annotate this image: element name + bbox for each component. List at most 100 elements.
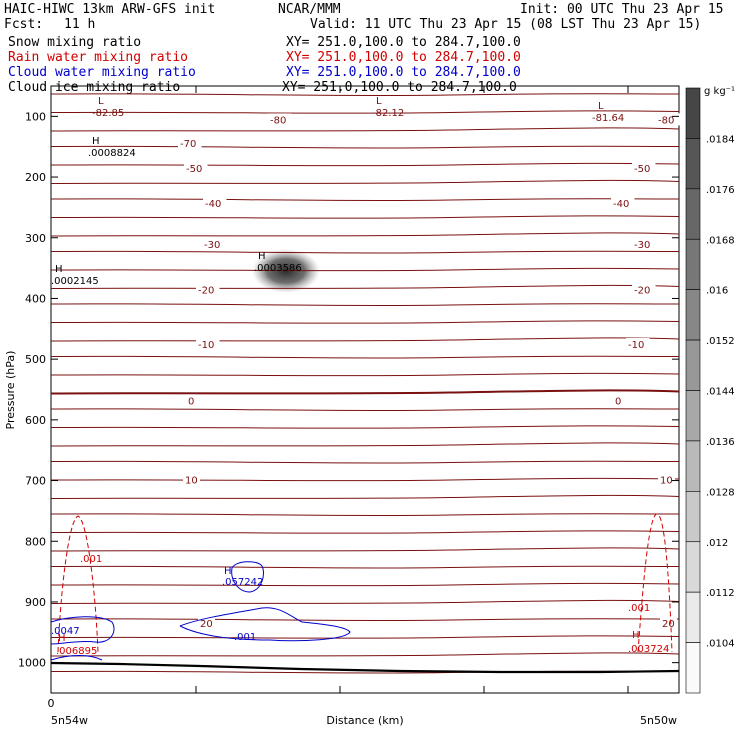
- x-endpoint-left: 5n54w: [51, 714, 88, 727]
- isotherm-label-bg: [626, 337, 650, 350]
- isotherm-label-bg: [202, 237, 226, 250]
- x-axis-title: Distance (km): [326, 714, 403, 727]
- low-value: -81.64: [592, 113, 624, 124]
- plot-frame: [50, 85, 680, 694]
- field-cloud-ice-xy: XY= 251.0,100.0 to 284.7,100.0: [282, 80, 517, 95]
- field-cloud-water-xy: XY= 251.0,100.0 to 284.7,100.0: [286, 65, 521, 80]
- colorbar-label: .0168: [706, 235, 735, 246]
- isotherm-line: [50, 127, 680, 132]
- colorbar-swatch: [685, 87, 701, 139]
- isotherm-label: 0: [188, 396, 194, 407]
- isotherm-label-bg: [611, 197, 635, 210]
- temperature-contour-labels: -80 -80 -70 -50 -50 -40 -40 -30 -30 -20 -20 -10 -10 0…: [178, 113, 680, 630]
- isotherm-label-bg: [196, 283, 220, 296]
- high-value: .0008824: [88, 148, 136, 159]
- isotherm-line: [50, 179, 680, 184]
- isotherm-label: 10: [185, 475, 198, 486]
- isotherm-line: [50, 389, 680, 395]
- isotherm-line: [50, 372, 680, 377]
- colorbar-label: .0176: [706, 185, 735, 196]
- isotherm-line: [50, 145, 680, 149]
- valid-time: Valid: 11 UTC Thu 23 Apr 15 (08 LST Thu …: [310, 17, 702, 32]
- isotherm-line: [50, 267, 680, 272]
- isotherm-label: -70: [180, 139, 196, 150]
- isotherm-label: -40: [613, 199, 629, 210]
- isotherm-label: 10: [660, 475, 673, 486]
- isotherm-label-bg: [196, 337, 220, 350]
- isotherm-label-bg: [632, 283, 656, 296]
- isotherm-line: [50, 110, 680, 114]
- y-axis-title: Pressure (hPa): [4, 351, 17, 430]
- isotherm-line: [50, 320, 680, 324]
- cloud-ice-maximum-shading: [252, 249, 320, 293]
- isotherm-line: [50, 442, 680, 447]
- isotherm-line: [50, 635, 680, 639]
- isotherm-label: 0: [615, 396, 621, 407]
- isotherm-label-bg: [178, 137, 202, 150]
- cloud-contour-long: [179, 607, 351, 642]
- colorbar-label: .0104: [706, 639, 735, 650]
- y-tick-label: 300: [25, 232, 46, 245]
- colorbar: .0184 .0176 .0168 .016 .0152 .0144 .0136 .0128.…: [685, 87, 735, 694]
- isotherm-line: [50, 513, 680, 517]
- x-endpoint-right: 5n50w: [640, 714, 677, 727]
- isotherm-line: [50, 530, 680, 534]
- isotherm-line: [50, 250, 680, 254]
- isotherm-line: [50, 198, 680, 202]
- isotherm-line: [50, 337, 680, 342]
- colorbar-swatch: [685, 238, 701, 290]
- colorbar-swatch: [685, 289, 701, 341]
- isotherm-line: [50, 652, 680, 657]
- isotherm-line: [50, 355, 680, 359]
- y-tick-label: 500: [25, 353, 46, 366]
- y-tick-label: 600: [25, 414, 46, 427]
- colorbar-swatch: [685, 491, 701, 543]
- colorbar-swatch: [685, 390, 701, 442]
- isotherm-label-bg: [203, 197, 227, 210]
- y-tick-label: 700: [25, 475, 46, 488]
- isotherm-label-bg: [183, 473, 200, 486]
- temperature-contours: [50, 93, 680, 674]
- surface-terrain-line: [50, 661, 680, 674]
- cloud-contour-label: .001: [234, 632, 256, 643]
- isotherm-line: [50, 162, 680, 167]
- isotherm-label: -20: [634, 285, 650, 296]
- isotherm-line: [50, 284, 680, 289]
- rain-contour-label: .001: [80, 554, 102, 565]
- y-tick-label: 1000: [18, 657, 46, 670]
- low-value: -82.12: [372, 108, 404, 119]
- isotherm-label: 20: [200, 619, 213, 630]
- isotherm-line: [50, 303, 680, 307]
- isotherm-line: [50, 477, 680, 482]
- colorbar-swatch: [685, 440, 701, 492]
- isotherm-label: -50: [634, 164, 650, 175]
- colorbar-unit: g kg⁻¹: [704, 86, 735, 97]
- high-marker: H: [92, 136, 100, 147]
- isotherm-label: -20: [198, 285, 214, 296]
- rain-contour-right: [637, 513, 673, 653]
- field-snow-name: Snow mixing ratio: [8, 35, 142, 50]
- high-marker: H: [258, 251, 266, 262]
- colorbar-label: .016: [706, 286, 728, 297]
- isotherm-line: [50, 215, 680, 219]
- low-marker: L: [98, 96, 104, 107]
- x-tick-zero: 0: [48, 697, 55, 710]
- isotherm-label-bg: [184, 161, 208, 174]
- high-value: .0002145: [51, 276, 99, 287]
- isotherm-label: -30: [204, 240, 220, 251]
- isotherm-label: -10: [628, 340, 644, 351]
- isotherm-label: -40: [205, 199, 221, 210]
- institution-label: NCAR/MMM: [278, 2, 341, 17]
- cloud-contour-surface: [50, 655, 103, 661]
- init-time: Init: 00 UTC Thu 23 Apr 15: [520, 2, 724, 17]
- field-cloud-ice-name: Cloud ice mixing ratio: [8, 80, 181, 95]
- isotherm-label-bg: [186, 394, 197, 407]
- colorbar-label: .0128: [706, 487, 735, 498]
- isotherm-label-bg: [268, 113, 292, 126]
- isotherm-line: [50, 408, 680, 412]
- colorbar-swatch: [685, 642, 701, 694]
- rain-contour-label: .001: [628, 603, 650, 614]
- high-marker: H: [58, 633, 66, 644]
- colorbar-swatch: [685, 138, 701, 190]
- high-value: .003724: [628, 644, 669, 655]
